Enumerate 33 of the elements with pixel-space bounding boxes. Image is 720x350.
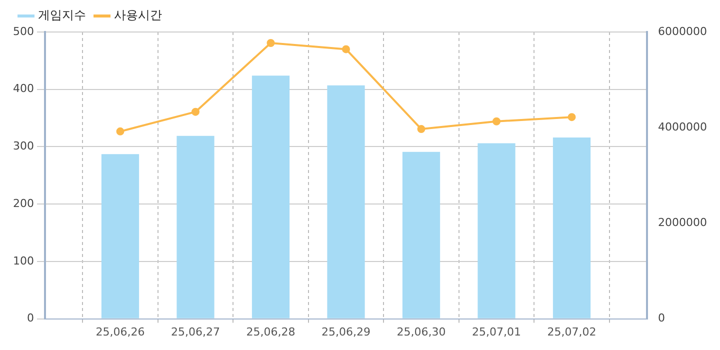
point	[568, 113, 576, 122]
y-tick-label: 300	[12, 140, 34, 153]
x-tick-label: 25,06,27	[171, 325, 220, 338]
y2-tick-label: 2000000	[658, 216, 708, 230]
y-tick-label: 100	[12, 254, 34, 268]
x-tick-label: 25,06,30	[396, 325, 446, 338]
bar	[176, 136, 214, 318]
bar	[101, 154, 140, 318]
y-tick-label: 400	[12, 82, 34, 96]
y2-tick-label: 6000000	[658, 24, 708, 38]
x-tick-label: 25,07,01	[472, 325, 521, 338]
x-tick-label: 25,07,02	[547, 325, 596, 338]
bar	[252, 76, 290, 318]
bar	[327, 85, 365, 318]
legend-label: 사용시간	[114, 8, 162, 22]
point	[266, 38, 275, 47]
point	[417, 125, 426, 134]
bar	[402, 152, 440, 318]
y-tick-label: 500	[12, 24, 34, 38]
x-tick-label: 25,06,28	[246, 325, 296, 338]
x-tick-label: 25,06,26	[96, 325, 145, 338]
y-tick-label: 200	[12, 196, 34, 210]
point	[492, 117, 501, 126]
bar	[478, 143, 516, 318]
point	[192, 108, 200, 116]
y2-tick-label: 0	[658, 312, 666, 325]
point	[116, 127, 124, 136]
x-tick-label: 25,06,29	[322, 325, 370, 338]
y2-tick-label: 4000000	[658, 120, 708, 134]
bar	[552, 138, 591, 318]
y-tick-label: 0	[26, 312, 34, 325]
legend-label: 게임지수	[38, 8, 86, 22]
point	[342, 45, 350, 54]
